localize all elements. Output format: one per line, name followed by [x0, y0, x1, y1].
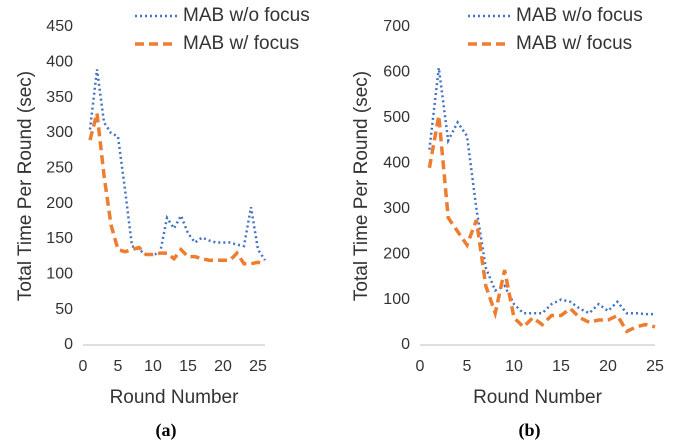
legend-label: MAB w/o focus — [516, 5, 643, 26]
x-tick-label: 0 — [416, 358, 425, 375]
series-line — [428, 67, 655, 316]
x-tick-label: 5 — [114, 358, 123, 375]
y-tick-label: 400 — [46, 54, 73, 71]
series-line — [88, 112, 266, 266]
y-tick-label: 200 — [383, 245, 410, 262]
y-tick-label: 200 — [46, 195, 73, 212]
y-tick-label: 0 — [64, 336, 73, 353]
y-tick-label: 0 — [401, 336, 410, 353]
y-tick-label: 600 — [383, 64, 410, 81]
x-tick-label: 5 — [463, 358, 472, 375]
caption: (b) — [519, 420, 541, 441]
y-tick-label: 100 — [383, 291, 410, 308]
y-axis-label: Total Time Per Round (sec) — [351, 71, 372, 301]
y-tick-label: 100 — [46, 266, 73, 283]
x-tick-label: 15 — [179, 358, 197, 375]
y-tick-label: 50 — [55, 301, 73, 318]
y-tick-label: 450 — [46, 18, 73, 35]
caption: (a) — [156, 420, 177, 441]
x-tick-label: 20 — [214, 358, 232, 375]
y-tick-label: 400 — [383, 155, 410, 172]
y-tick-label: 500 — [383, 109, 410, 126]
x-axis-label: Round Number — [110, 387, 240, 408]
x-axis-label: Round Number — [473, 387, 603, 408]
x-tick-label: 25 — [646, 358, 664, 375]
y-tick-label: 250 — [46, 160, 73, 177]
legend-label: MAB w/ focus — [516, 33, 632, 54]
y-axis-label: Total Time Per Round (sec) — [15, 71, 36, 301]
series-line — [88, 69, 267, 261]
y-tick-label: 150 — [46, 230, 73, 247]
legend-label: MAB w/ focus — [183, 33, 299, 54]
x-tick-label: 0 — [79, 358, 88, 375]
y-tick-label: 300 — [46, 124, 73, 141]
x-tick-label: 25 — [249, 358, 267, 375]
y-tick-label: 700 — [383, 18, 410, 35]
x-tick-label: 10 — [505, 358, 523, 375]
y-tick-label: 350 — [46, 89, 73, 106]
series-line — [427, 115, 656, 334]
y-tick-label: 300 — [383, 200, 410, 217]
x-tick-label: 15 — [552, 358, 570, 375]
legend-label: MAB w/o focus — [183, 5, 310, 26]
x-tick-label: 20 — [599, 358, 617, 375]
x-tick-label: 10 — [144, 358, 162, 375]
